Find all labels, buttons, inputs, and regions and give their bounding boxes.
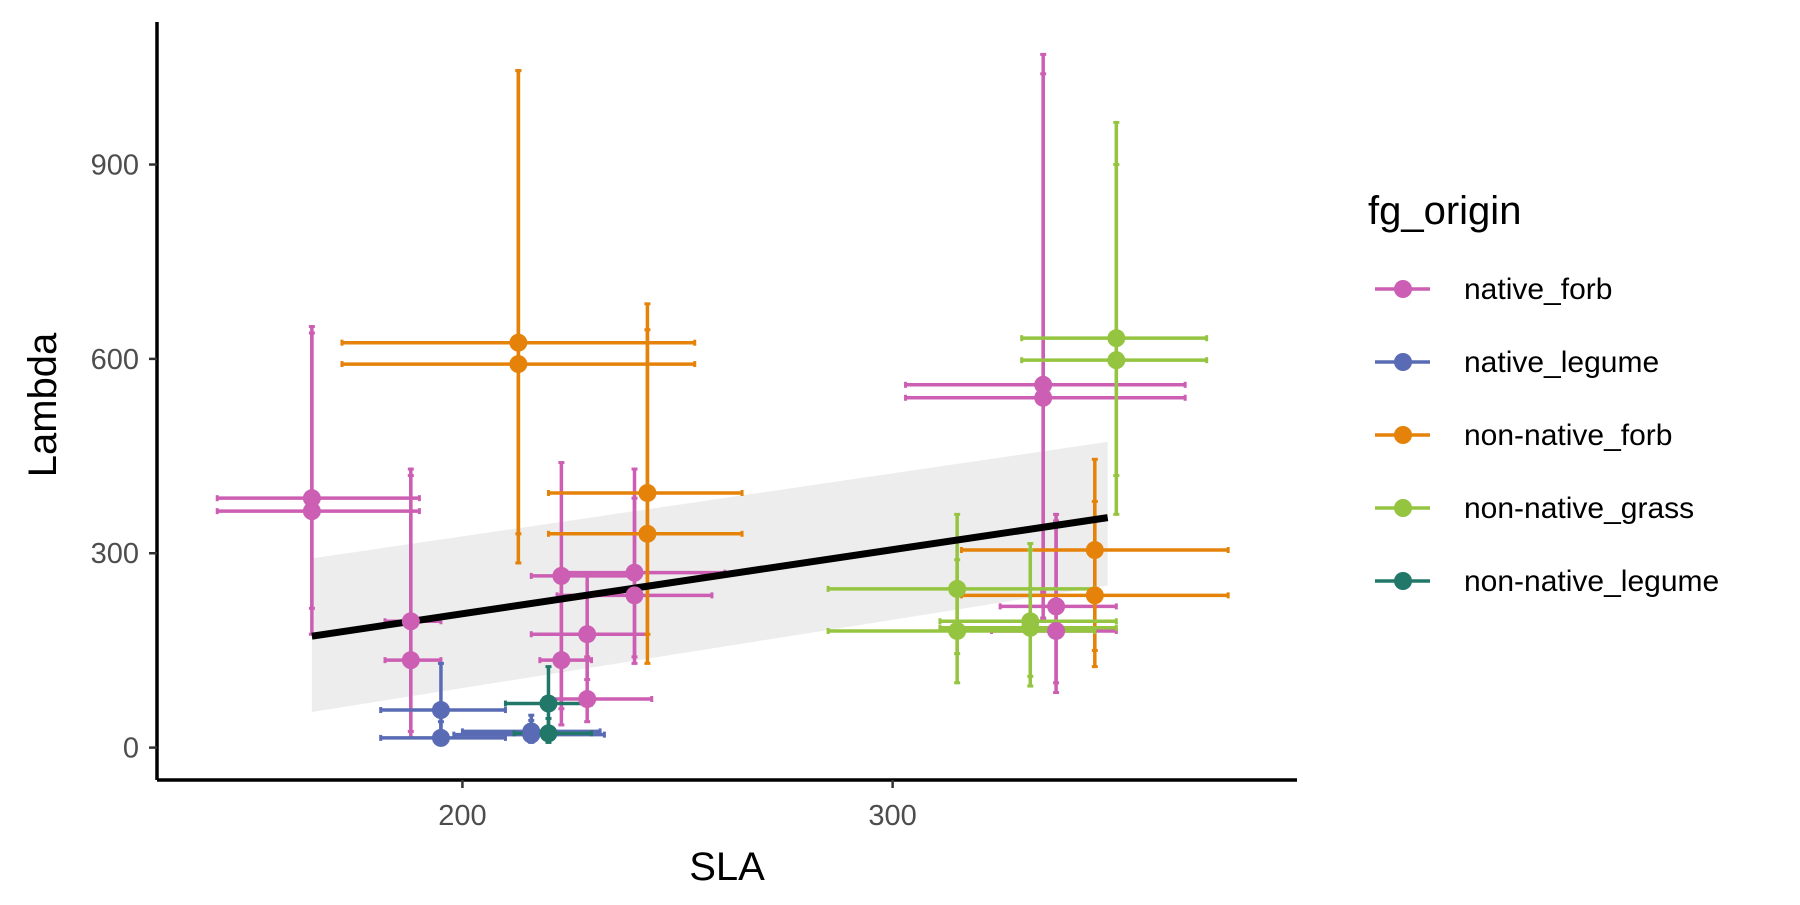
legend-title: fg_origin [1368,189,1521,233]
data-point-native_legume-3 [522,725,541,744]
data-point-native_forb-10 [1034,375,1053,394]
legend-item-native_legume: native_legume [1375,346,1659,379]
data-point-native_forb-0 [302,489,321,508]
legend-label: non-native_forb [1464,419,1672,452]
x-tick-label: 300 [868,800,916,832]
legend-key-point [1394,499,1412,517]
legend-label: native_forb [1464,273,1612,306]
data-point-native_legume-1 [431,728,450,747]
legend-item-native_forb: native_forb [1375,273,1612,306]
y-axis-ticks: 0 300 600 900 [91,150,157,765]
data-point-non-native_forb-1 [509,355,528,374]
data-point-native_forb-13 [1047,621,1066,640]
fit-line-layer [311,514,1109,640]
data-point-non-native_grass-5 [1021,618,1040,637]
data-point-native_forb-6 [578,625,597,644]
legend-key-point [1394,280,1412,298]
data-point-native_forb-3 [401,651,420,670]
data-point-native_forb-2 [401,612,420,631]
data-point-native_forb-9 [625,586,644,605]
data-point-native_forb-12 [1047,597,1066,616]
data-point-native_forb-5 [552,651,571,670]
legend-key-point [1394,426,1412,444]
point-layer [302,329,1126,747]
legend-key-point [1394,353,1412,371]
data-point-non-native_forb-3 [638,524,657,543]
y-tick-label: 900 [91,150,139,182]
data-point-non-native_grass-2 [948,579,967,598]
data-point-native_forb-8 [625,563,644,582]
data-point-native_forb-4 [552,566,571,585]
data-point-non-native_legume-1 [539,724,558,743]
fit-line [311,514,1109,640]
data-point-native_legume-0 [431,701,450,720]
legend-item-non-native_legume: non-native_legume [1375,565,1719,598]
data-point-non-native_grass-1 [1107,351,1126,370]
data-point-native_forb-1 [302,502,321,521]
x-axis-ticks: 200 300 [438,780,917,832]
data-point-non-native_forb-2 [638,483,657,502]
y-tick-label: 600 [91,344,139,376]
data-point-non-native_grass-3 [948,621,967,640]
y-axis-title: Lambda [21,332,65,477]
data-point-non-native_forb-0 [509,333,528,352]
y-tick-label: 300 [91,538,139,570]
legend-item-non-native_grass: non-native_grass [1375,492,1694,525]
legend-label: native_legume [1464,346,1659,379]
data-point-native_forb-7 [578,690,597,709]
data-point-non-native_forb-5 [1085,586,1104,605]
y-tick-label: 0 [123,733,139,765]
data-point-non-native_forb-4 [1085,541,1104,560]
data-point-native_forb-11 [1034,388,1053,407]
legend-key-point [1394,572,1412,590]
legend-label: non-native_grass [1464,492,1694,525]
data-point-non-native_legume-0 [539,694,558,713]
x-axis-title: SLA [689,845,765,889]
legend: native_forb native_legume non-native_forbn… [1375,273,1719,598]
legend-item-non-native_forb: non-native_forb [1375,419,1672,452]
data-point-non-native_grass-0 [1107,329,1126,348]
legend-label: non-native_legume [1464,565,1719,598]
x-tick-label: 200 [438,800,486,832]
